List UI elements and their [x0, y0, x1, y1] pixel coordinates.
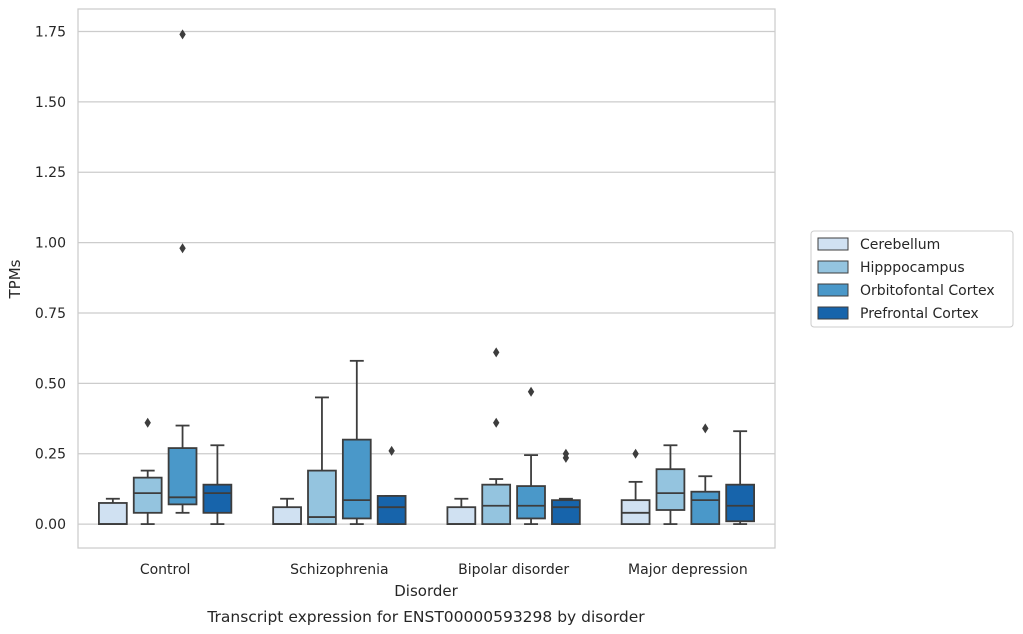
- box-plot: [376, 445, 407, 525]
- outlier-point: [179, 243, 186, 254]
- y-axis-label: TPMs: [6, 259, 24, 299]
- y-tick-label: 0.75: [35, 306, 66, 322]
- y-tick-label: 1.25: [35, 165, 66, 181]
- x-tick-label: Control: [140, 562, 191, 578]
- legend-swatch: [817, 283, 849, 297]
- y-tick-label: 0.50: [35, 376, 66, 392]
- box-plot: [132, 417, 163, 525]
- y-tick-label: 1.00: [35, 236, 66, 252]
- box: [551, 499, 581, 525]
- y-tick-label: 1.75: [35, 25, 66, 41]
- box-plot: [481, 347, 512, 525]
- x-tick-label: Bipolar disorder: [458, 562, 569, 578]
- legend-label: Cerebellum: [860, 237, 940, 253]
- y-tick-label: 1.50: [35, 95, 66, 111]
- box-plot: [655, 444, 686, 525]
- box-plot: [620, 448, 651, 525]
- box: [446, 506, 477, 525]
- box: [167, 447, 198, 506]
- box: [98, 502, 128, 525]
- box: [307, 469, 337, 525]
- x-tick-label: Major depression: [628, 562, 748, 578]
- legend-swatch: [817, 260, 849, 274]
- legend-label: Hipppocampus: [860, 260, 965, 276]
- box-plot: [341, 359, 372, 525]
- legend-label: Orbitofontal Cortex: [860, 283, 995, 299]
- box: [725, 483, 755, 523]
- y-tick-label: 0.25: [35, 447, 66, 463]
- outlier-point: [702, 423, 709, 434]
- box-plots: [98, 29, 755, 525]
- box-plot: [516, 386, 546, 525]
- box: [690, 490, 721, 525]
- x-tick-label: Schizophrenia: [290, 562, 388, 578]
- outlier-point: [144, 417, 151, 428]
- outlier-point: [388, 445, 395, 456]
- box-plot: [551, 448, 581, 525]
- plot-area-frame: [77, 8, 776, 549]
- outlier-point: [493, 347, 500, 358]
- box: [202, 483, 233, 514]
- box-plot: [98, 497, 128, 525]
- chart-caption: Transcript expression for ENST0000059329…: [206, 608, 645, 626]
- box-plot: [202, 444, 233, 525]
- box: [341, 438, 372, 520]
- legend-swatch: [817, 237, 849, 251]
- legend-frame: [810, 230, 1014, 328]
- box: [132, 476, 163, 514]
- outlier-point: [527, 386, 535, 397]
- box: [272, 506, 302, 525]
- outlier-point: [493, 417, 500, 428]
- outlier-point: [179, 29, 186, 40]
- box: [516, 485, 546, 520]
- y-tick-label: 0.00: [35, 517, 66, 533]
- box-plot: [167, 29, 198, 514]
- legend: Cerebellum Hipppocampus Orbitofontal Corte…: [810, 230, 1014, 328]
- x-tick-labels: Control Schizophrenia Bipolar disorder Majo…: [140, 562, 748, 578]
- box-plot: [725, 430, 755, 525]
- legend-label: Prefrontal Cortex: [860, 306, 979, 322]
- box: [376, 495, 407, 525]
- box-plot: [446, 497, 477, 525]
- y-tick-labels: 0.00 0.25 0.50 0.75 1.00 1.25 1.50 1.75: [35, 25, 66, 534]
- outlier-point: [562, 448, 570, 459]
- box-plot: [307, 396, 337, 525]
- legend-swatch: [817, 306, 849, 320]
- box-plot: [690, 423, 721, 525]
- box-plot: [272, 497, 302, 525]
- outlier-point: [632, 448, 639, 459]
- box: [481, 483, 512, 525]
- box: [655, 468, 686, 511]
- x-axis-label: Disorder: [394, 582, 458, 600]
